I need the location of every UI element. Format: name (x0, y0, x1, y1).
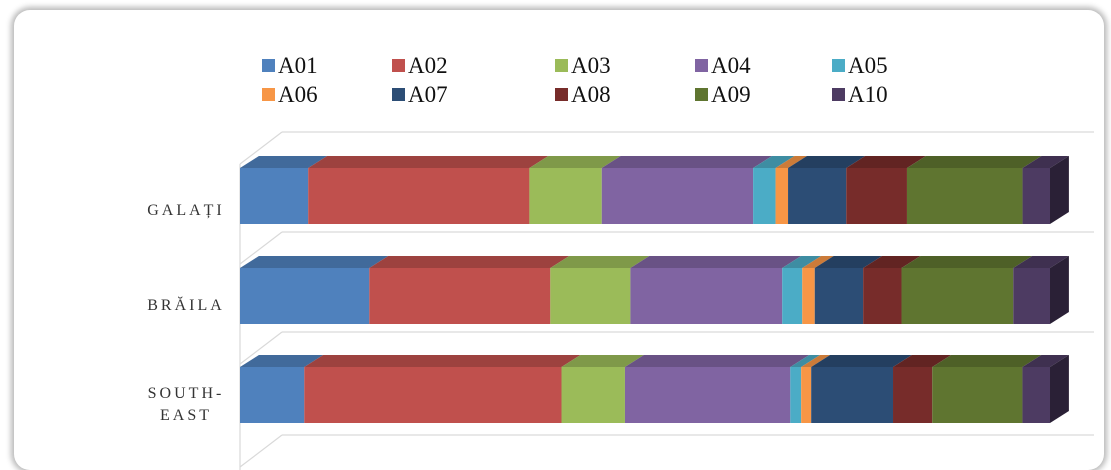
legend-label: A02 (408, 53, 448, 78)
bar-segment-a07 (811, 355, 912, 423)
bar-segment-a03 (561, 355, 644, 423)
legend-item: A05 (832, 53, 888, 78)
bar-segment-a09 (901, 256, 1033, 324)
bars-layer (240, 156, 1069, 423)
legend-swatch (262, 88, 275, 101)
bar-segment-a03 (529, 156, 621, 224)
legend-swatch (695, 59, 708, 72)
bar-segment-a06 (802, 256, 834, 324)
legend-swatch (555, 88, 568, 101)
category-label: GALAȚI (147, 202, 225, 219)
legend-label: A05 (848, 53, 888, 78)
bar-segment-a04 (624, 355, 810, 423)
bar-segment-a01 (240, 156, 328, 224)
legend-swatch (695, 88, 708, 101)
legend-label: A10 (848, 82, 888, 107)
bar-segment-a07 (814, 256, 883, 324)
bar-segment-a07 (788, 156, 866, 224)
bar-side-face (1050, 256, 1069, 324)
legend-item: A01 (262, 53, 318, 78)
bar-segment-a04 (630, 256, 802, 324)
bar-segment-a10 (1022, 355, 1069, 423)
category-label: SOUTH-EAST (148, 385, 225, 424)
legend-label: A08 (571, 82, 611, 107)
bar-side-face (1050, 355, 1069, 423)
bar-segment-a06 (775, 156, 807, 224)
legend-label: A07 (408, 82, 448, 107)
legend-label: A03 (571, 53, 611, 78)
bar-segment-a06 (801, 355, 831, 423)
bar-segment-a08 (846, 156, 926, 224)
legend-item: A09 (695, 82, 751, 107)
bar-segment-a02 (369, 256, 570, 324)
grid-diagonal (239, 131, 283, 165)
legend-swatch (555, 59, 568, 72)
legend-item: A02 (392, 53, 448, 78)
category-label: BRĂILA (147, 295, 225, 314)
bar-segment-a08 (863, 256, 921, 324)
chart-frame: GALAȚI BRĂILA SOUTH-EAST A01 A02 A03 A04 A05 A0… (14, 10, 1104, 470)
bar-segment-a05 (753, 156, 795, 224)
legend-swatch (262, 59, 275, 72)
legend-label: A04 (711, 53, 751, 78)
legend-swatch (392, 59, 405, 72)
legend-swatch (392, 88, 405, 101)
legend-item: A04 (695, 53, 751, 78)
bar-segment-a10 (1013, 256, 1069, 324)
legend-swatch (832, 59, 845, 72)
bar-segment-a08 (893, 355, 952, 423)
bar-segment-a09 (932, 355, 1042, 423)
bar-segment-a05 (790, 355, 821, 423)
legend-item: A03 (555, 53, 611, 78)
legend: A01 A02 A03 A04 A05 A06 A07 A08 A09 A10 (262, 53, 888, 107)
bar-segment-a01 (240, 256, 389, 324)
bar-segment-a04 (601, 156, 773, 224)
bar-side-face (1050, 156, 1069, 224)
bar-segment-a02 (308, 156, 549, 224)
grid-diagonal (239, 231, 283, 265)
grid-diagonal (239, 331, 283, 365)
grid-diagonal (239, 434, 283, 468)
legend-item: A07 (392, 82, 448, 107)
legend-item: A08 (555, 82, 611, 107)
bar-segment-a02 (304, 355, 581, 423)
legend-item: A10 (832, 82, 888, 107)
legend-item: A06 (262, 82, 318, 107)
bar-segment-a03 (550, 256, 650, 324)
bar-segment-a09 (906, 156, 1042, 224)
bar-segment-a10 (1022, 156, 1069, 224)
legend-label: A01 (278, 53, 318, 78)
legend-label: A06 (278, 82, 318, 107)
legend-label: A09 (711, 82, 751, 107)
bar-segment-a05 (782, 256, 822, 324)
bar-segment-a01 (240, 355, 324, 423)
category-labels: GALAȚI BRĂILA SOUTH-EAST (147, 202, 225, 424)
legend-swatch (832, 88, 845, 101)
